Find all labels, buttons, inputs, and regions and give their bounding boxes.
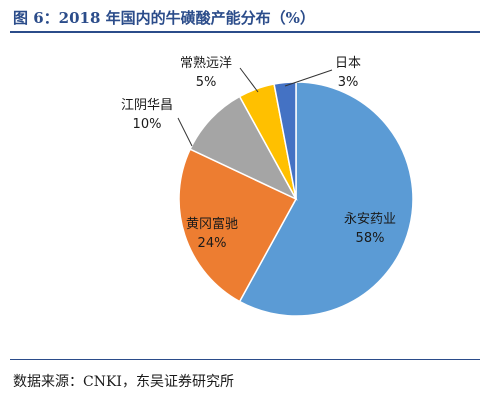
slice-value-label: 58% <box>356 231 385 246</box>
slice-name-label: 常熟远洋 <box>180 55 232 71</box>
title-rule <box>10 31 480 33</box>
source-note: 数据来源：CNKI，东吴证券研究所 <box>13 374 234 390</box>
slice-name-label: 永安药业 <box>344 212 396 227</box>
leader-line <box>284 69 333 87</box>
source-rule <box>10 359 480 360</box>
pie-slice <box>178 148 298 303</box>
slice-name-label: 江阴华昌 <box>121 98 173 113</box>
slice-value-label: 10% <box>133 117 162 132</box>
pie-slice <box>189 95 298 201</box>
pie-slice <box>238 81 414 317</box>
leader-line <box>177 117 193 147</box>
slice-name-label: 黄冈富驰 <box>186 216 238 232</box>
slice-value-label: 24% <box>198 236 227 251</box>
slice-value-label: 5% <box>196 75 217 90</box>
slice-name-label: 日本 <box>335 56 361 71</box>
chart-title: 图 6：2018 年国内的牛磺酸产能分布（%） <box>13 9 315 27</box>
leader-line <box>239 67 259 93</box>
slice-value-label: 3% <box>338 75 359 90</box>
